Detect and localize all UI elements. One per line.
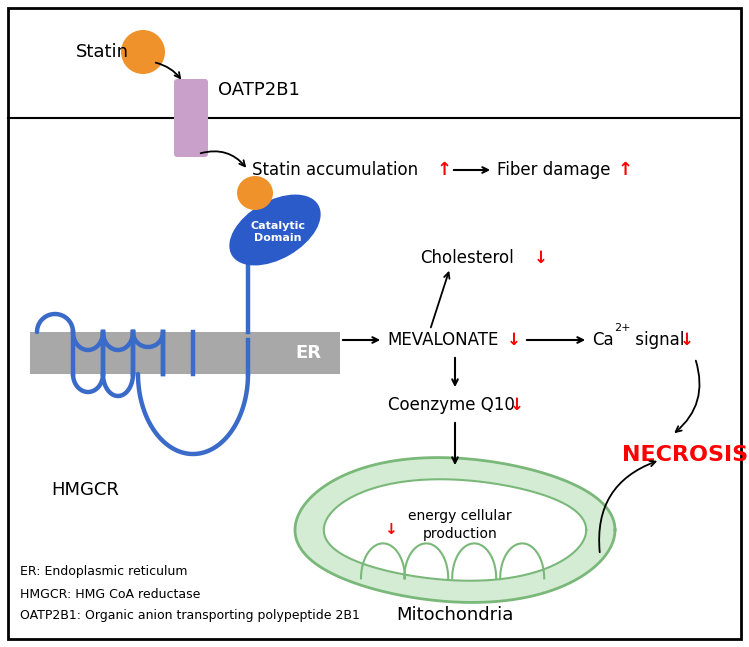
Text: energy cellular
production: energy cellular production	[408, 509, 512, 541]
Text: 2+: 2+	[614, 323, 631, 333]
Text: HMGCR: HMGCR	[51, 481, 119, 499]
Text: HMGCR: HMG CoA reductase: HMGCR: HMG CoA reductase	[20, 587, 201, 600]
Text: ↓: ↓	[507, 331, 521, 349]
Bar	[30, 332, 340, 374]
Text: OATP2B1: OATP2B1	[218, 81, 300, 99]
Polygon shape	[324, 479, 586, 581]
Text: ER: Endoplasmic reticulum: ER: Endoplasmic reticulum	[20, 565, 187, 578]
Text: Statin: Statin	[76, 43, 129, 61]
Text: ↓: ↓	[383, 523, 396, 538]
Text: Catalytic
Domain: Catalytic Domain	[250, 221, 306, 243]
Text: Ca: Ca	[592, 331, 613, 349]
Text: ↑: ↑	[437, 161, 452, 179]
Text: Fiber damage: Fiber damage	[497, 161, 610, 179]
Text: Coenzyme Q10: Coenzyme Q10	[388, 396, 515, 414]
Polygon shape	[295, 457, 615, 602]
Text: OATP2B1: Organic anion transporting polypeptide 2B1: OATP2B1: Organic anion transporting poly…	[20, 609, 360, 622]
FancyBboxPatch shape	[174, 79, 208, 157]
Ellipse shape	[229, 195, 321, 265]
Text: ↓: ↓	[510, 396, 524, 414]
Ellipse shape	[237, 176, 273, 210]
Text: ER: ER	[295, 344, 321, 362]
Text: ↑: ↑	[618, 161, 633, 179]
Text: signal: signal	[630, 331, 685, 349]
Text: MEVALONATE: MEVALONATE	[387, 331, 498, 349]
Text: Statin accumulation: Statin accumulation	[252, 161, 418, 179]
Text: ↓: ↓	[534, 249, 548, 267]
Ellipse shape	[121, 30, 165, 74]
Text: Mitochondria: Mitochondria	[396, 606, 514, 624]
Text: NECROSIS: NECROSIS	[622, 445, 748, 465]
Text: Cholesterol: Cholesterol	[420, 249, 514, 267]
Text: ↓: ↓	[680, 331, 694, 349]
